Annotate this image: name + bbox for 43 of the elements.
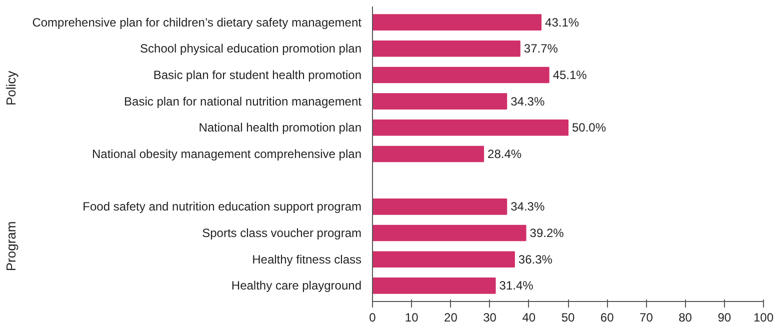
data-label: 37.7% [524, 42, 558, 56]
y-tick-label: Basic plan for student health promotion [153, 68, 362, 82]
x-tick-label: 70 [640, 310, 654, 324]
data-label: 31.4% [499, 278, 534, 293]
bar [372, 66, 550, 84]
x-tick-label: 30 [483, 310, 497, 324]
data-label: 34.3% [510, 94, 545, 108]
y-tick-label: Healthy care playground [231, 278, 362, 293]
bar [372, 224, 526, 242]
y-tick-label: National obesity management comprehensive plan [92, 147, 362, 161]
y-tick-label: National health promotion plan [198, 120, 362, 135]
bar [372, 40, 520, 57]
data-label: 36.3% [518, 252, 553, 266]
bar [372, 278, 496, 294]
data-label: 39.2% [530, 226, 564, 240]
y-tick-label: Comprehensive plan for children’s dietary safety management [32, 15, 362, 30]
data-label: 28.4% [488, 147, 522, 161]
data-label: 43.1% [545, 15, 580, 30]
x-tick-label: 0 [369, 310, 376, 324]
bar [372, 198, 508, 215]
x-tick-label: 90 [718, 310, 732, 324]
y-tick-label: Sports class voucher program [202, 226, 362, 240]
data-label: 45.1% [552, 68, 588, 82]
text: Program [4, 221, 18, 272]
text: Policy [4, 70, 18, 106]
bar [372, 251, 515, 268]
bar [372, 146, 484, 162]
bar [372, 120, 568, 136]
bar [372, 14, 542, 30]
x-tick-label: 20 [444, 310, 458, 324]
x-tick-label: 40 [522, 310, 536, 324]
y-tick-label: Basic plan for national nutrition management [124, 94, 362, 108]
data-label: 50.0% [572, 120, 606, 135]
data-label: 34.3% [510, 200, 545, 214]
x-tick-label: 10 [404, 310, 419, 324]
y-tick-label: Healthy fitness class [252, 252, 362, 266]
x-tick-label: 60 [600, 310, 614, 324]
x-tick-label: 100 [753, 310, 774, 324]
y-tick-label: School physical education promotion plan [140, 42, 362, 56]
bar [372, 93, 508, 110]
x-tick-label: 80 [678, 310, 692, 324]
y-tick-label: Food safety and nutrition education support program [82, 200, 362, 214]
x-tick-label: 50 [561, 310, 575, 324]
